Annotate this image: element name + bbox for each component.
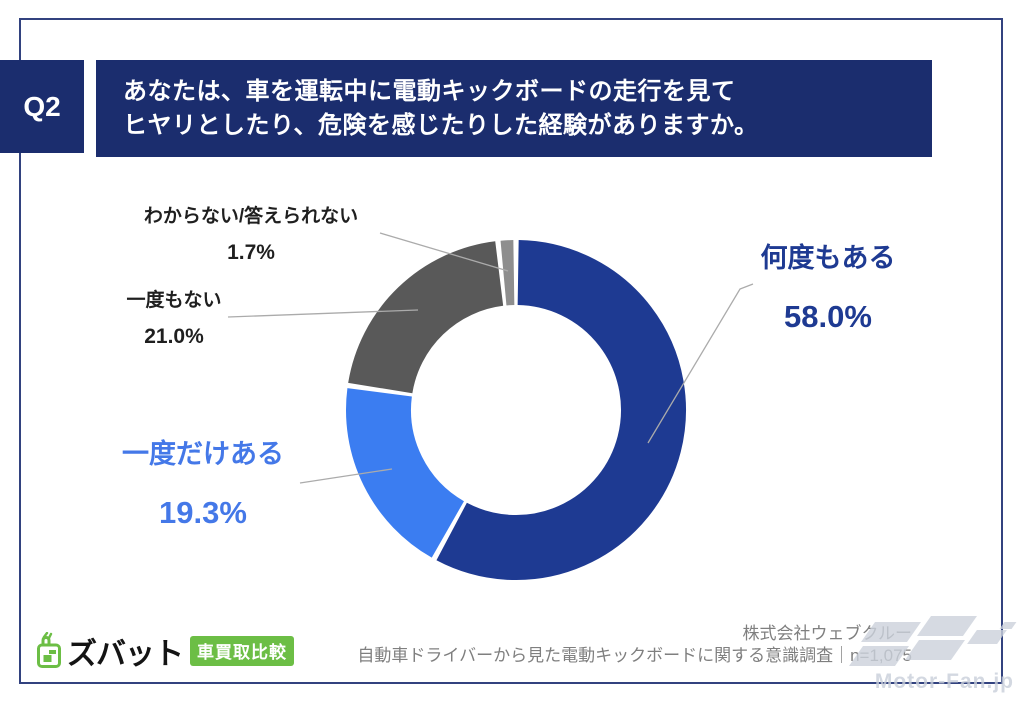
callout-never: 一度もない 21.0%	[126, 285, 221, 349]
source-company: 株式会社ウェブクルー	[742, 624, 913, 643]
zubat-hand-icon	[37, 632, 61, 668]
callout-once: 一度だけある 19.3%	[122, 432, 284, 531]
zubat-brand-text: ズバット	[67, 638, 184, 671]
page-border-frame	[19, 18, 1003, 684]
callout-dont-know-value: 1.7%	[227, 241, 275, 264]
callout-many-times-label: 何度もある	[760, 243, 896, 273]
question-number: Q2	[23, 90, 61, 122]
question-banner: あなたは、車を運転中に電動キックボードの走行を見て ヒヤリとしたり、危険を感じた…	[96, 60, 932, 157]
callout-never-value: 21.0%	[144, 325, 204, 348]
zubat-logo: ズバット 車買取比較	[36, 629, 294, 673]
question-number-box: Q2	[0, 60, 84, 153]
callout-once-label: 一度だけある	[122, 439, 284, 469]
callout-dont-know-label: わからない/答えられない	[143, 206, 359, 227]
source-survey: 自動車ドライバーから見た電動キックボードに関する意識調査｜n=1,075	[357, 646, 912, 665]
callout-dont-know: わからない/答えられない 1.7%	[144, 201, 358, 265]
callout-many-times-value: 58.0%	[784, 299, 872, 334]
callout-many-times: 何度もある 58.0%	[761, 236, 896, 335]
question-text-line2: ヒヤリとしたり、危険を感じたりした経験がありますか。	[123, 112, 759, 139]
question-text-line1: あなたは、車を運転中に電動キックボードの走行を見て	[123, 78, 736, 105]
callout-once-value: 19.3%	[159, 495, 247, 530]
source-attribution: 株式会社ウェブクルー 自動車ドライバーから見た電動キックボードに関する意識調査｜…	[357, 623, 912, 667]
zubat-badge: 車買取比較	[190, 636, 294, 666]
callout-never-label: 一度もない	[126, 290, 222, 311]
